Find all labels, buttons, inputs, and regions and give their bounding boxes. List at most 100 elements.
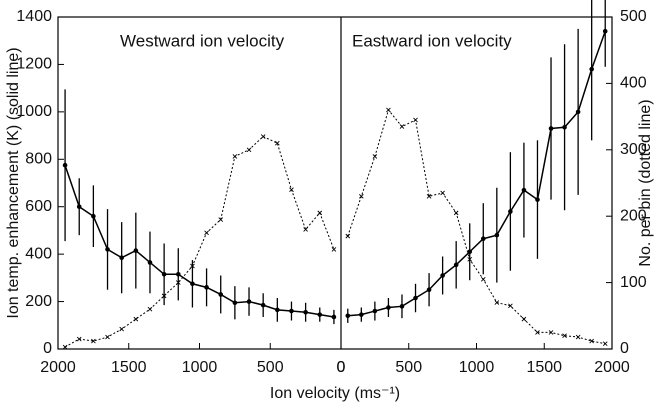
- point: [345, 233, 351, 239]
- point: [413, 117, 418, 123]
- panel-title: Eastward ion velocity: [352, 31, 512, 50]
- point: [535, 330, 540, 335]
- point: [289, 187, 294, 192]
- point: [317, 210, 323, 216]
- panel-title: Westward ion velocity: [120, 31, 285, 50]
- y-axis-label: Ion temp. enhancement (K) (solid line): [5, 47, 22, 318]
- x-tick-label: 1000: [182, 359, 218, 376]
- point: [218, 217, 224, 222]
- point: [62, 344, 68, 350]
- solid-line: [64, 164, 335, 318]
- y-tick-label: 0: [43, 340, 52, 357]
- point: [289, 308, 294, 314]
- point: [175, 280, 181, 285]
- x-tick-label: 0: [337, 359, 346, 376]
- plot-frame: [57, 16, 613, 350]
- point: [190, 263, 195, 269]
- y-tick-label: 600: [25, 198, 52, 215]
- point: [161, 272, 167, 277]
- point: [494, 232, 500, 238]
- dotted-line: [64, 135, 335, 348]
- point: [190, 281, 195, 287]
- point: [91, 338, 96, 344]
- point: [562, 124, 567, 130]
- point: [480, 276, 486, 282]
- point: [246, 147, 252, 153]
- x-tick-label: 1500: [526, 359, 562, 376]
- point: [119, 255, 124, 260]
- point: [399, 304, 405, 309]
- point: [372, 308, 378, 314]
- point: [589, 66, 594, 72]
- y-tick-label: 400: [25, 245, 52, 262]
- point: [303, 227, 308, 232]
- point: [521, 316, 527, 322]
- point: [303, 309, 308, 315]
- point: [426, 193, 432, 199]
- x-tick-label: 2000: [40, 359, 76, 376]
- point: [91, 213, 96, 219]
- point: [440, 190, 445, 196]
- point: [218, 292, 224, 297]
- y2-tick-label: 300: [620, 141, 647, 158]
- point: [275, 307, 280, 313]
- point: [331, 247, 337, 252]
- y-tick-label: 1200: [16, 56, 52, 73]
- point: [133, 316, 139, 322]
- point: [521, 187, 527, 193]
- point: [562, 333, 567, 339]
- point: [589, 338, 594, 344]
- point: [62, 162, 68, 168]
- y-tick-label: 1400: [16, 8, 52, 25]
- point: [535, 197, 540, 202]
- x-tick-label: 2000: [594, 359, 630, 376]
- point: [133, 248, 139, 253]
- point: [575, 109, 581, 115]
- point: [204, 230, 209, 236]
- point: [359, 312, 364, 317]
- dotted-line: [347, 108, 606, 345]
- point: [175, 272, 181, 277]
- point: [76, 336, 82, 342]
- y2-tick-label: 400: [620, 75, 647, 92]
- point: [602, 28, 608, 34]
- point: [494, 300, 500, 305]
- point: [386, 305, 391, 310]
- y-tick-label: 1000: [16, 103, 52, 120]
- point: [260, 302, 266, 308]
- point: [548, 330, 554, 335]
- point: [602, 341, 608, 347]
- point: [467, 249, 473, 255]
- point: [232, 300, 238, 306]
- point: [359, 193, 364, 199]
- point: [508, 303, 513, 309]
- point: [548, 126, 554, 131]
- point: [345, 313, 351, 319]
- y-tick-label: 800: [25, 151, 52, 168]
- y-tick-label: 200: [25, 293, 52, 310]
- point: [317, 312, 323, 317]
- point: [76, 204, 82, 210]
- point: [399, 124, 405, 129]
- point: [147, 306, 153, 312]
- x-tick-label: 1500: [111, 359, 147, 376]
- y2-tick-label: 100: [620, 274, 647, 291]
- solid-line: [347, 30, 606, 317]
- point: [372, 154, 378, 159]
- point: [575, 334, 581, 340]
- point: [105, 247, 110, 252]
- point: [480, 236, 486, 242]
- point: [147, 260, 153, 265]
- point: [105, 334, 110, 340]
- y2-tick-label: 500: [620, 8, 647, 25]
- point: [453, 262, 459, 268]
- x-tick-label: 1000: [459, 359, 495, 376]
- point: [204, 285, 209, 290]
- point: [246, 299, 252, 304]
- point: [426, 287, 432, 293]
- point: [119, 326, 124, 332]
- y2-tick-label: 0: [620, 340, 629, 357]
- point: [413, 295, 418, 301]
- point: [453, 210, 459, 216]
